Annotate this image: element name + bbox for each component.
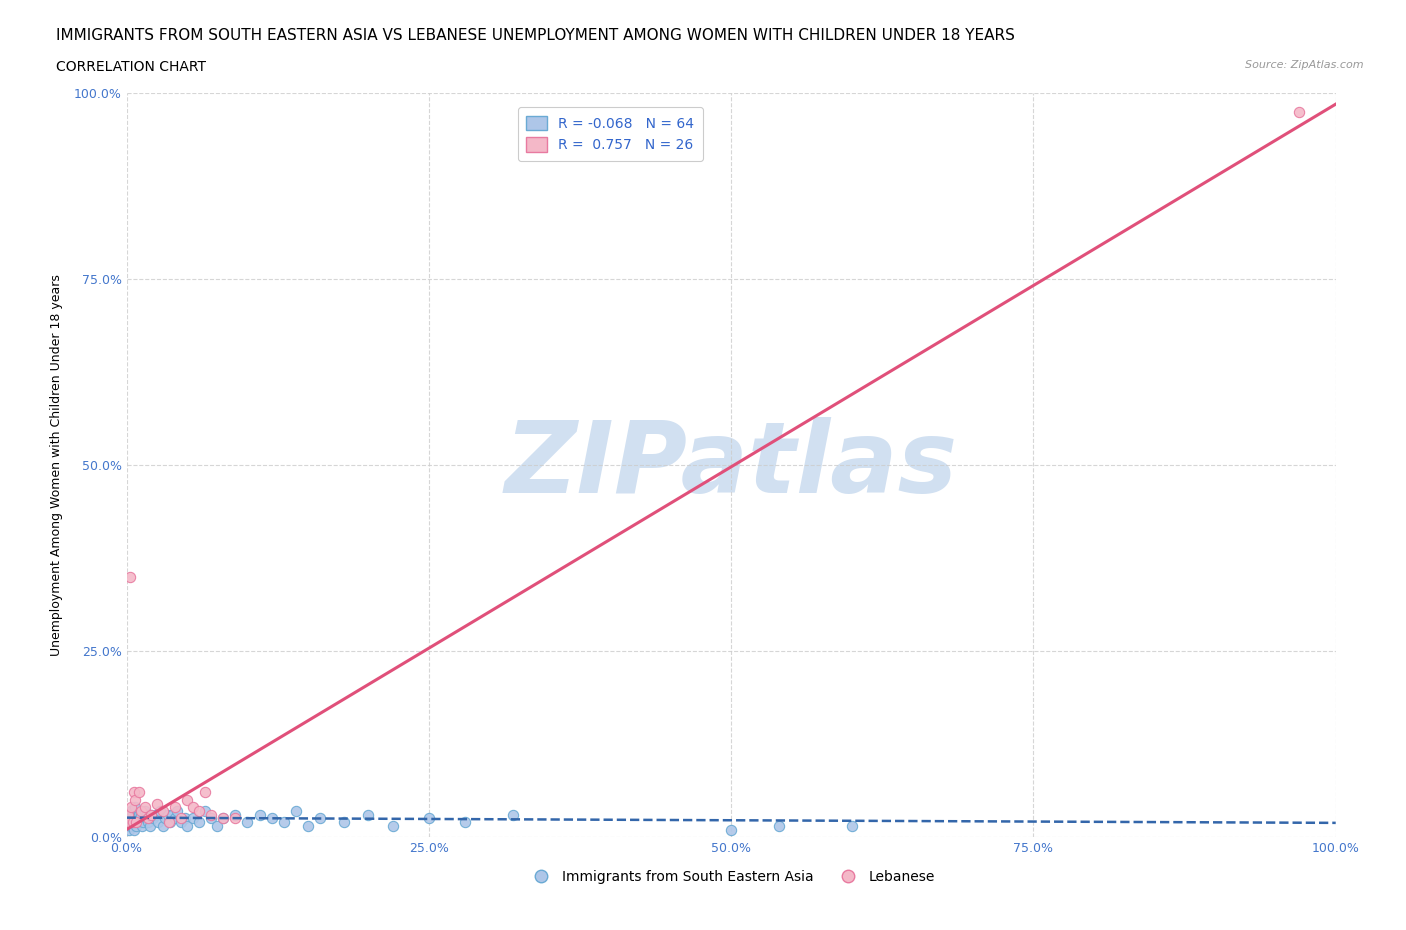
Point: [170, 811, 193, 826]
Point: [138, 818, 160, 833]
Point: [127, 811, 149, 826]
Point: [155, 811, 177, 826]
Point: [194, 785, 217, 800]
Point: [381, 818, 404, 833]
Point: [194, 804, 217, 818]
Point: [120, 569, 142, 584]
Y-axis label: Unemployment Among Women with Children Under 18 years: Unemployment Among Women with Children U…: [49, 274, 63, 656]
Point: [146, 815, 169, 830]
Point: [768, 818, 790, 833]
Text: IMMIGRANTS FROM SOUTH EASTERN ASIA VS LEBANESE UNEMPLOYMENT AMONG WOMEN WITH CHI: IMMIGRANTS FROM SOUTH EASTERN ASIA VS LE…: [56, 28, 1015, 43]
Point: [163, 800, 186, 815]
Point: [136, 807, 159, 822]
Point: [249, 807, 271, 822]
Point: [122, 822, 145, 837]
Point: [212, 811, 235, 826]
Point: [176, 818, 198, 833]
Point: [418, 811, 440, 826]
Point: [118, 822, 141, 837]
Text: Source: ZipAtlas.com: Source: ZipAtlas.com: [1246, 60, 1364, 71]
Point: [333, 815, 356, 830]
Point: [284, 804, 307, 818]
Point: [122, 785, 145, 800]
Point: [273, 815, 295, 830]
Point: [152, 804, 174, 818]
Point: [1288, 104, 1310, 119]
Point: [134, 804, 156, 818]
Point: [841, 818, 863, 833]
Point: [176, 792, 198, 807]
Point: [224, 811, 246, 826]
Point: [181, 800, 204, 815]
Point: [152, 818, 174, 833]
Point: [124, 815, 146, 830]
Point: [128, 807, 150, 822]
Point: [120, 807, 142, 822]
Text: ZIPatlas: ZIPatlas: [505, 417, 957, 513]
Point: [125, 815, 148, 830]
Point: [200, 811, 222, 826]
Point: [454, 815, 477, 830]
Point: [142, 811, 165, 826]
Point: [309, 811, 332, 826]
Point: [136, 811, 159, 826]
Point: [124, 792, 146, 807]
Point: [188, 804, 211, 818]
Point: [120, 818, 142, 833]
Point: [128, 811, 150, 826]
Legend: Immigrants from South Eastern Asia, Lebanese: Immigrants from South Eastern Asia, Leba…: [522, 865, 941, 890]
Point: [128, 815, 150, 830]
Point: [166, 804, 188, 818]
Point: [132, 815, 155, 830]
Point: [131, 818, 153, 833]
Point: [145, 807, 167, 822]
Point: [122, 811, 145, 826]
Point: [124, 800, 146, 815]
Point: [121, 815, 143, 830]
Point: [117, 818, 139, 833]
Point: [128, 785, 150, 800]
Point: [297, 818, 319, 833]
Point: [188, 815, 211, 830]
Text: CORRELATION CHART: CORRELATION CHART: [56, 60, 207, 74]
Point: [200, 807, 222, 822]
Point: [120, 815, 142, 830]
Point: [121, 815, 143, 830]
Point: [181, 811, 204, 826]
Point: [139, 807, 162, 822]
Point: [236, 815, 259, 830]
Point: [224, 807, 246, 822]
Point: [156, 807, 179, 822]
Point: [149, 804, 172, 818]
Point: [118, 815, 141, 830]
Point: [163, 811, 186, 826]
Point: [173, 811, 195, 826]
Point: [129, 804, 152, 818]
Point: [134, 800, 156, 815]
Point: [170, 815, 193, 830]
Point: [121, 807, 143, 822]
Point: [157, 815, 180, 830]
Point: [502, 807, 524, 822]
Point: [720, 822, 742, 837]
Point: [260, 811, 283, 826]
Point: [117, 807, 139, 822]
Point: [212, 811, 235, 826]
Point: [129, 807, 152, 822]
Point: [162, 807, 184, 822]
Point: [139, 807, 162, 822]
Point: [118, 811, 141, 826]
Point: [146, 796, 169, 811]
Point: [159, 815, 181, 830]
Point: [135, 811, 157, 826]
Point: [205, 818, 228, 833]
Point: [136, 815, 159, 830]
Point: [120, 804, 142, 818]
Point: [120, 800, 142, 815]
Point: [357, 807, 380, 822]
Point: [125, 818, 148, 833]
